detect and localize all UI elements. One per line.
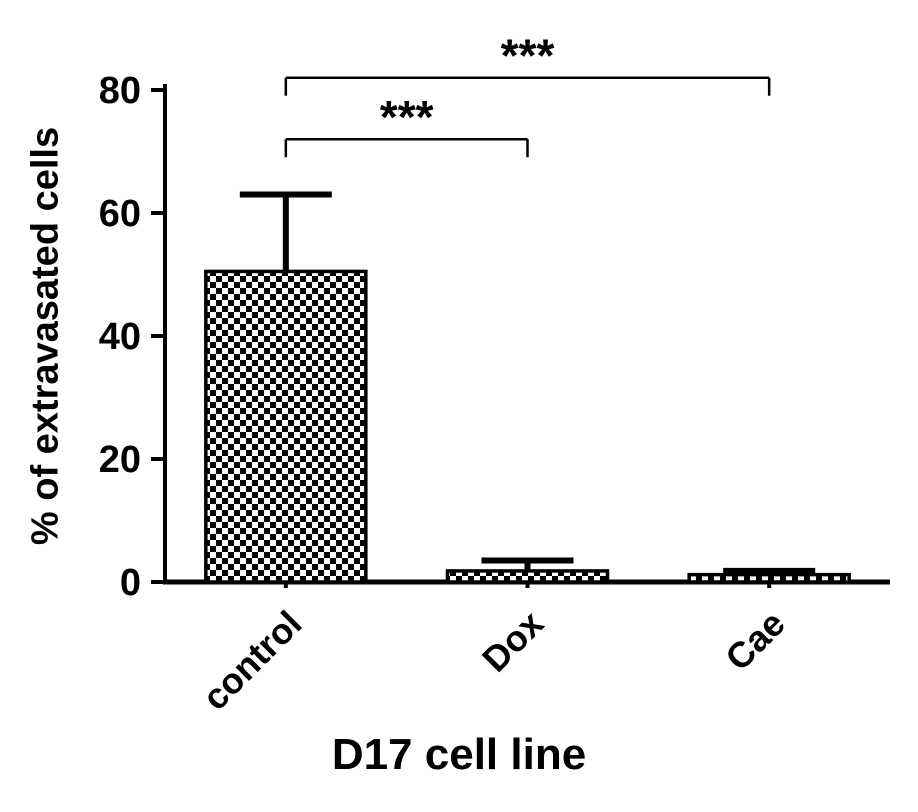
- y-tick-label: 60: [99, 193, 141, 235]
- y-axis-title: % of extravasated cells: [24, 126, 67, 546]
- y-tick-label: 80: [99, 70, 141, 112]
- y-tick-label: 40: [99, 316, 141, 358]
- bar-control: [204, 269, 368, 584]
- bar-Cae: [687, 572, 851, 584]
- x-axis-title: D17 cell line: [331, 730, 587, 779]
- y-tick-label: 0: [120, 562, 141, 604]
- x-category-label: Cae: [717, 603, 793, 679]
- sig-label: ***: [380, 91, 434, 143]
- x-category-label: control: [194, 603, 309, 718]
- bar-Dox: [445, 569, 610, 584]
- y-tick-label: 20: [99, 439, 141, 481]
- sig-label: ***: [501, 30, 555, 82]
- x-category-label: Dox: [474, 603, 551, 680]
